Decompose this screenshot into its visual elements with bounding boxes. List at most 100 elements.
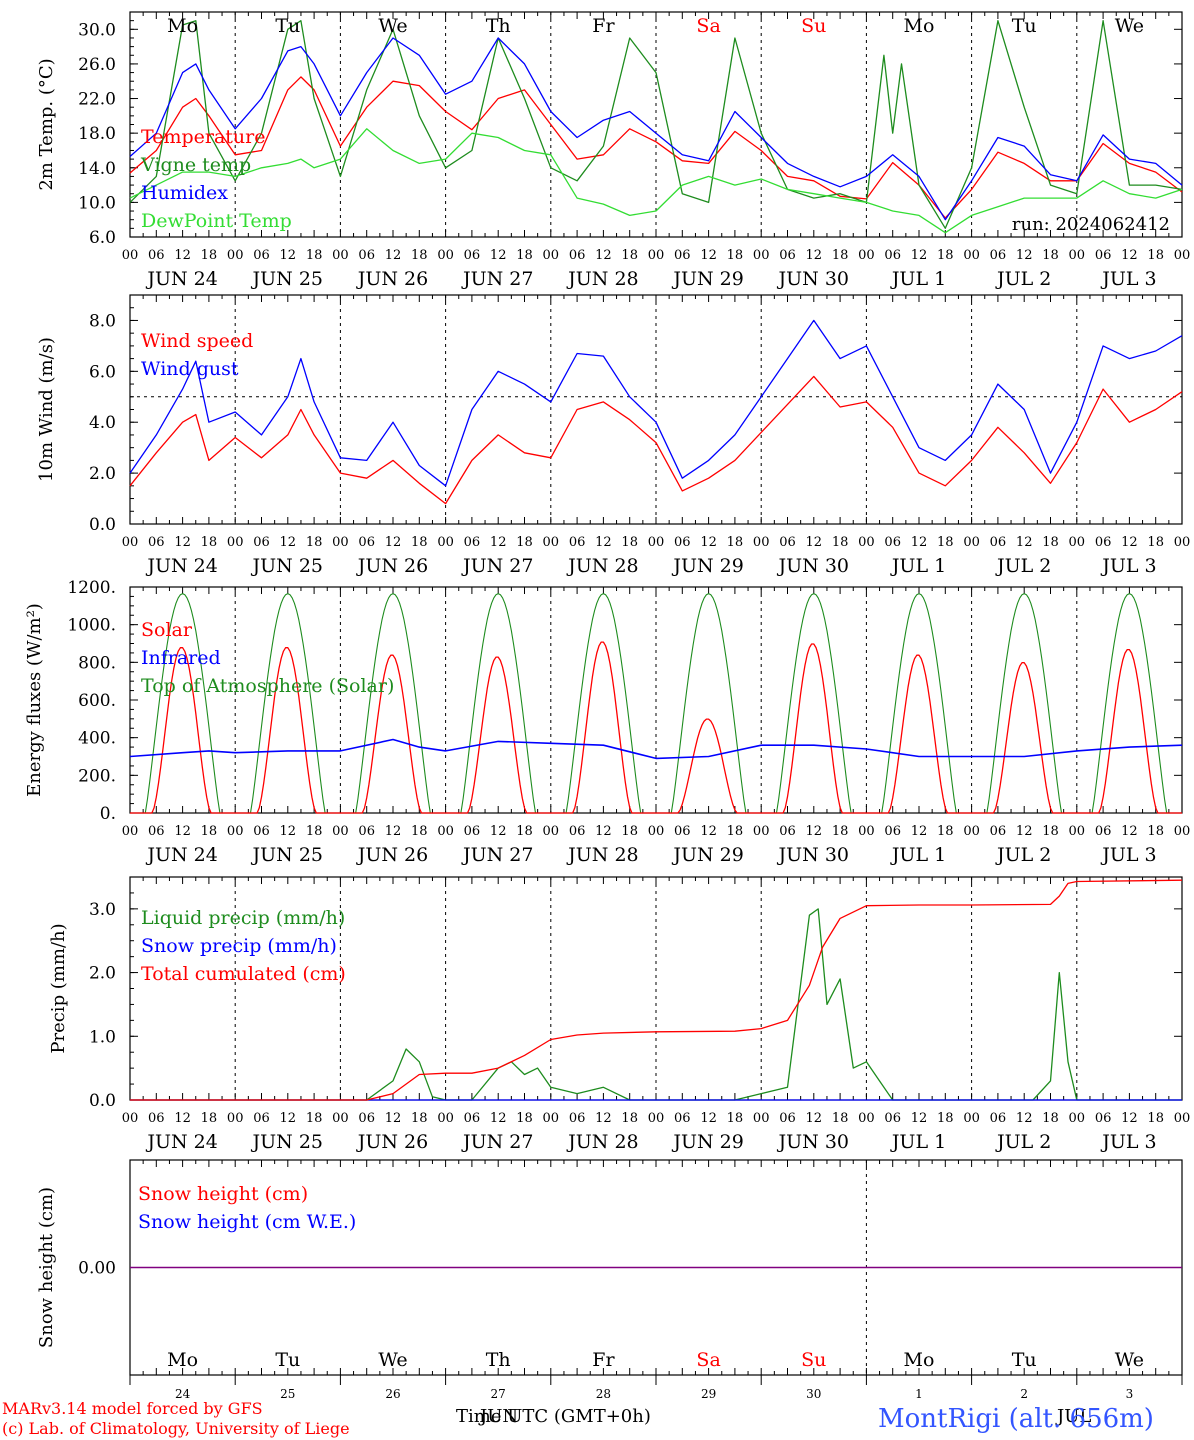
chart-panel-4 [129,876,1183,1101]
month-overlap-jul: JUL [1057,1406,1092,1427]
y-tick-label: 6.0 [89,362,116,382]
hour-tick-label: 18 [411,248,428,263]
hour-tick-label: 18 [411,824,428,839]
hour-tick-label: 06 [1095,535,1112,550]
weekday-label-bottom: Mo [904,1349,935,1371]
day-label: JUL 2 [995,268,1051,290]
day-label: JUL 1 [890,268,946,290]
day-label: JUN 24 [145,555,217,577]
series-line-solar [130,641,1182,814]
hour-tick-label: 00 [1069,535,1086,550]
hour-tick-label: 00 [858,535,875,550]
hour-tick-label: 12 [490,824,507,839]
legend-entry: Solar [141,619,193,641]
hour-tick-label: 06 [779,1111,796,1126]
day-label: JUN 24 [145,268,217,290]
hour-tick-label: 06 [358,824,375,839]
day-label: JUN 29 [671,1131,743,1153]
hour-tick-label: 00 [858,248,875,263]
day-label: JUN 28 [566,844,638,866]
hour-tick-label: 00 [122,1111,139,1126]
hour-tick-label: 18 [411,535,428,550]
weekday-label-bottom: We [378,1349,407,1371]
hour-tick-label: 12 [806,535,823,550]
y-tick-label: 4.0 [89,413,116,433]
hour-tick-label: 18 [516,824,533,839]
day-number-label: 26 [385,1387,400,1401]
series-line-1 [129,76,1183,219]
hour-tick-label: 18 [1147,248,1164,263]
hour-tick-label: 06 [779,535,796,550]
hour-tick-label: 00 [227,824,244,839]
hour-tick-label: 12 [385,535,402,550]
hour-tick-label: 06 [674,824,691,839]
series-line-infrared [129,738,1183,760]
hour-tick-label: 06 [464,248,481,263]
hour-tick-label: 00 [1069,824,1086,839]
series-line-3 [129,37,1183,221]
hour-tick-label: 06 [148,535,165,550]
hour-tick-label: 06 [253,1111,270,1126]
hour-tick-label: 18 [832,535,849,550]
hour-tick-label: 18 [937,824,954,839]
hour-tick-label: 18 [516,535,533,550]
hour-tick-label: 00 [332,824,349,839]
hour-tick-label: 06 [1095,1111,1112,1126]
day-label: JUL 2 [995,555,1051,577]
hour-tick-label: 06 [464,535,481,550]
weekday-label: Fr [592,15,615,37]
hour-tick-label: 00 [1174,248,1191,263]
hour-tick-label: 12 [280,1111,297,1126]
hour-tick-label: 12 [280,248,297,263]
hour-tick-label: 06 [464,824,481,839]
y-tick-label: 800. [78,653,116,673]
hour-tick-label: 18 [411,1111,428,1126]
hour-tick-label: 06 [148,824,165,839]
hour-tick-label: 00 [122,824,139,839]
hour-tick-label: 06 [990,248,1007,263]
day-label: JUN 30 [777,268,849,290]
hour-tick-label: 18 [201,1111,218,1126]
run-label: run: 2024062412 [1012,214,1170,235]
weekday-label-bottom: Su [801,1349,826,1371]
hour-tick-label: 18 [621,248,638,263]
hour-tick-label: 00 [648,248,665,263]
hour-tick-label: 18 [727,248,744,263]
y-tick-label: 6.0 [89,228,116,248]
legend-entry: Snow height (cm) [138,1183,308,1205]
hour-tick-label: 12 [700,535,717,550]
hour-tick-label: 00 [543,824,560,839]
hour-tick-label: 06 [779,824,796,839]
hour-tick-label: 18 [306,824,323,839]
hour-tick-label: 00 [122,248,139,263]
station-title: MontRigi (alt. 656m) [878,1404,1154,1434]
y-tick-label: 3.0 [89,900,116,920]
day-label: JUN 26 [356,844,428,866]
hour-tick-label: 06 [569,824,586,839]
hour-tick-label: 12 [1121,1111,1138,1126]
hour-tick-label: 18 [1042,824,1059,839]
hour-tick-label: 12 [595,824,612,839]
day-number-label: 28 [596,1387,611,1401]
hour-tick-label: 18 [832,824,849,839]
hour-tick-label: 00 [1174,1111,1191,1126]
hour-tick-label: 00 [648,1111,665,1126]
series-line-2 [129,319,1183,487]
day-label: JUL 3 [1100,555,1156,577]
hour-tick-label: 06 [674,535,691,550]
hour-tick-label: 06 [884,1111,901,1126]
hour-tick-label: 12 [1016,824,1033,839]
hour-tick-label: 00 [753,824,770,839]
y-tick-label: 8.0 [89,311,116,331]
hour-tick-label: 18 [832,248,849,263]
hour-tick-label: 18 [306,248,323,263]
hour-tick-label: 18 [1147,535,1164,550]
series-line-4 [129,128,1183,234]
hour-tick-label: 06 [674,248,691,263]
legend-entry: DewPoint Temp [141,210,292,232]
hour-tick-label: 18 [937,535,954,550]
y-axis-label: Snow height (cm) [36,1187,57,1348]
hour-tick-label: 18 [201,535,218,550]
day-label: JUN 29 [671,268,743,290]
hour-tick-label: 18 [1147,1111,1164,1126]
